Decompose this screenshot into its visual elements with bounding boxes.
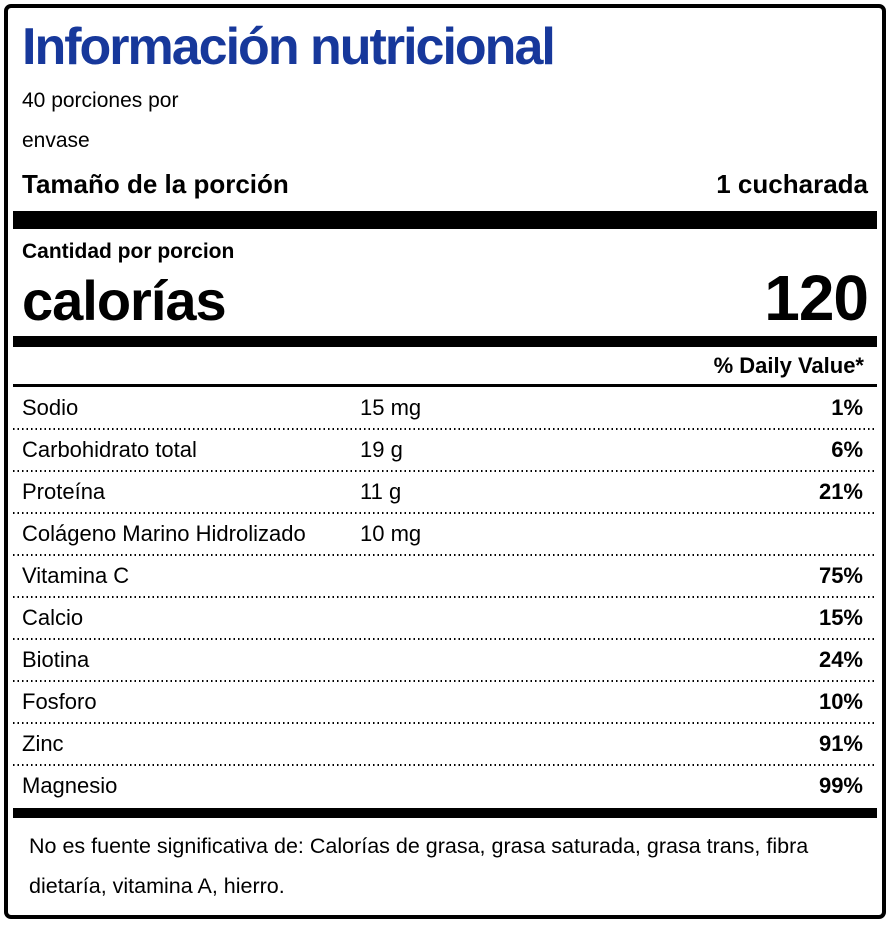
amount-per-serving-label: Cantidad por porcion	[22, 240, 235, 263]
nutrient-amount: 19 g	[360, 437, 403, 462]
calories-row: calorías 120	[22, 262, 869, 334]
calories-value: 120	[764, 262, 869, 334]
table-row: Vitamina C 75%	[13, 555, 877, 598]
nutrient-name: Zinc	[22, 731, 64, 756]
nutrient-dv: 24%	[818, 647, 863, 672]
footnote-text: No es fuente significativa de: Calorías …	[29, 834, 809, 898]
nutrient-dv: 6%	[831, 437, 863, 462]
nutrient-dv: 1%	[831, 395, 863, 420]
table-row: Fosforo 10%	[13, 681, 877, 724]
table-row: Carbohidrato total 19 g 6%	[13, 429, 877, 472]
table-row: Biotina 24%	[13, 639, 877, 682]
servings-line-2: envase	[22, 129, 90, 152]
daily-value-header: % Daily Value*	[713, 353, 864, 378]
servings-line-1: 40 porciones por	[22, 89, 179, 112]
serving-size-row: Tamaño de la porción 1 cucharada	[22, 163, 868, 205]
thick-divider-top	[13, 211, 877, 229]
solid-rule	[13, 384, 877, 387]
nutrient-name: Magnesio	[22, 773, 118, 798]
nutrient-name: Calcio	[22, 605, 84, 630]
serving-size-value: 1 cucharada	[716, 169, 868, 199]
nutrient-dv: 99%	[818, 773, 863, 798]
nutrient-name: Vitamina C	[22, 563, 130, 588]
table-row: Sodio 15 mg 1%	[13, 387, 877, 430]
nutrient-amount: 11 g	[360, 479, 402, 504]
nutrient-name: Carbohidrato total	[22, 437, 197, 462]
nutrient-amount: 10 mg	[360, 521, 422, 546]
nutrient-table: Sodio 15 mg 1% Carbohidrato total 19 g 6…	[13, 387, 877, 807]
nutrient-name: Sodio	[22, 395, 79, 420]
table-row: Colágeno Marino Hidrolizado 10 mg	[13, 513, 877, 556]
table-row: Calcio 15%	[13, 597, 877, 640]
nutrient-name: Biotina	[22, 647, 90, 672]
nutrient-dv: 15%	[818, 605, 863, 630]
nutrient-amount: 15 mg	[360, 395, 422, 420]
calories-label: calorías	[22, 269, 227, 332]
nutrient-dv: 21%	[818, 479, 863, 504]
nutrient-name: Fosforo	[22, 689, 97, 714]
table-row: Zinc 91%	[13, 723, 877, 766]
nutrient-name: Colágeno Marino Hidrolizado	[22, 521, 306, 546]
nutrient-dv: 75%	[818, 563, 863, 588]
table-row: Magnesio 99%	[13, 765, 877, 807]
servings-per-container: 40 porciones por envase	[22, 81, 868, 161]
nutrient-dv: 10%	[818, 689, 863, 714]
thick-divider-calories	[13, 336, 877, 347]
label-title: Información nutricional	[22, 18, 556, 76]
serving-size-label: Tamaño de la porción	[22, 169, 289, 199]
nutrient-name: Proteína	[22, 479, 106, 504]
nutrient-dv: 91%	[818, 731, 863, 756]
nutrition-label-panel: Información nutricional 40 porciones por…	[4, 4, 886, 919]
thick-divider-bottom	[13, 808, 877, 818]
table-row: Proteína 11 g 21%	[13, 471, 877, 514]
